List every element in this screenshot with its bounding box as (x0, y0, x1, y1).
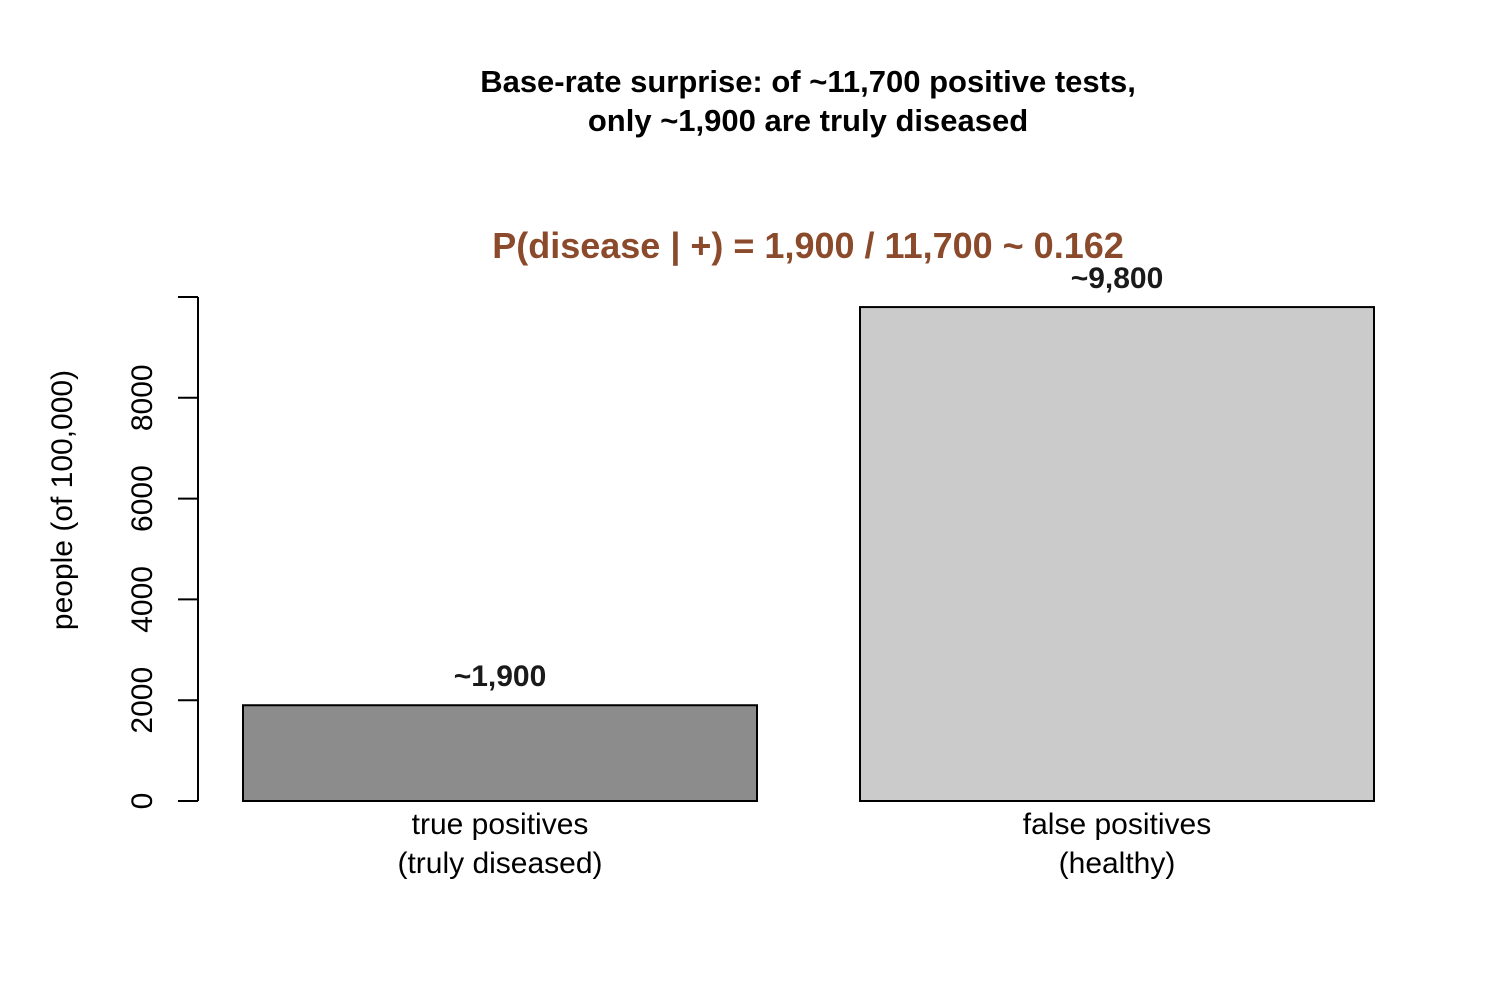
category-label-1-line-2: (healthy) (1059, 847, 1176, 880)
posterior-annotation: P(disease | +) = 1,900 / 11,700 ~ 0.162 (492, 225, 1124, 267)
category-label-0-line-1: true positives (412, 808, 589, 841)
data-label-1: ~9,800 (1071, 262, 1164, 295)
y-tick-label-8000: 8000 (126, 364, 159, 431)
y-tick-label-4000: 4000 (126, 566, 159, 633)
chart-title-line-2: only ~1,900 are truly diseased (588, 103, 1028, 138)
y-tick-label-2000: 2000 (126, 667, 159, 734)
data-label-0: ~1,900 (454, 660, 547, 693)
bar-1 (859, 306, 1375, 802)
chart-marks: 0 2000 4000 6000 8000 ~1,900 true positives (tr… (126, 262, 1375, 880)
y-tick-label-0: 0 (126, 793, 159, 810)
category-label-1-line-1: false positives (1023, 808, 1211, 841)
bar-0 (242, 704, 758, 802)
y-tick-label-6000: 6000 (126, 465, 159, 532)
y-axis-label: people (of 100,000) (46, 370, 79, 630)
chart-title-line-1: Base-rate surprise: of ~11,700 positive … (480, 64, 1136, 99)
category-label-0-line-2: (truly diseased) (397, 847, 602, 880)
